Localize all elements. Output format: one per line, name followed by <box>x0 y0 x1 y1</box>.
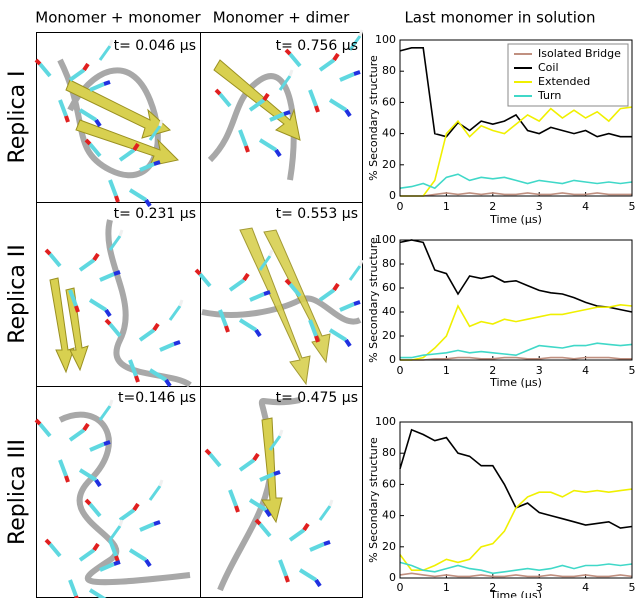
y-tick-label: 60 <box>382 281 396 294</box>
series-line <box>400 356 632 361</box>
series-line <box>400 303 633 361</box>
y-tick-label: 80 <box>382 64 396 77</box>
series-line <box>400 342 633 359</box>
x-tick-label: 3 <box>536 364 543 377</box>
x-tick-label: 0 <box>397 200 404 213</box>
y-tick-label: 40 <box>382 127 396 140</box>
x-tick-label: 1 <box>443 581 450 594</box>
legend-label: Extended <box>538 75 590 88</box>
structure-panels <box>34 28 364 598</box>
time-label: t= 0.756 µs <box>276 38 358 54</box>
y-tick-label: 100 <box>375 415 396 428</box>
y-tick-label: 20 <box>382 158 396 171</box>
y-axis-label: % Secondary structure <box>367 55 380 181</box>
y-tick-label: 40 <box>382 305 396 318</box>
y-tick-label: 40 <box>382 509 396 522</box>
y-tick-label: 80 <box>382 257 396 270</box>
row-label: Replica I <box>5 70 30 163</box>
x-tick-label: 1 <box>443 364 450 377</box>
x-tick-label: 0 <box>397 581 404 594</box>
x-axis-label: Time (µs) <box>489 589 542 598</box>
x-tick-label: 4 <box>582 200 589 213</box>
x-tick-label: 5 <box>629 581 636 594</box>
y-tick-label: 0 <box>389 353 396 366</box>
y-tick-label: 80 <box>382 446 396 459</box>
time-label: t= 0.475 µs <box>276 390 358 406</box>
x-tick-label: 5 <box>629 364 636 377</box>
x-tick-label: 5 <box>629 200 636 213</box>
y-tick-label: 60 <box>382 477 396 490</box>
x-tick-label: 4 <box>582 581 589 594</box>
y-tick-label: 100 <box>375 33 396 46</box>
plot-frame <box>399 39 633 197</box>
row-label: Replica II <box>5 244 30 344</box>
x-tick-label: 1 <box>443 200 450 213</box>
plot-frame <box>399 239 633 361</box>
series-line <box>400 192 632 197</box>
legend-label: Turn <box>537 89 561 102</box>
y-axis-label: % Secondary structure <box>367 437 380 563</box>
series-line <box>399 239 633 313</box>
series-line <box>399 47 632 138</box>
y-tick-label: 100 <box>375 233 396 246</box>
series-line <box>399 561 633 575</box>
legend-label: Coil <box>538 61 559 74</box>
y-tick-label: 60 <box>382 95 396 108</box>
x-tick-label: 0 <box>397 364 404 377</box>
y-tick-label: 20 <box>382 329 396 342</box>
plot-frame <box>399 421 633 579</box>
x-tick-label: 2 <box>489 364 496 377</box>
series-line <box>399 488 633 571</box>
series-line <box>399 572 633 578</box>
x-tick-label: 2 <box>489 200 496 213</box>
time-label: t= 0.553 µs <box>276 206 358 222</box>
y-tick-label: 0 <box>389 189 396 202</box>
time-label: t= 0.231 µs <box>114 206 196 222</box>
column-header: Monomer + dimer <box>213 9 350 27</box>
row-label: Replica III <box>5 439 30 545</box>
x-tick-label: 4 <box>582 364 589 377</box>
column-header: Last monomer in solution <box>404 9 595 27</box>
x-tick-label: 3 <box>536 200 543 213</box>
time-label: t= 0.046 µs <box>114 38 196 54</box>
x-axis-label: Time (µs) <box>489 376 542 389</box>
y-tick-label: 20 <box>382 540 396 553</box>
series-line <box>399 428 633 529</box>
x-tick-label: 3 <box>536 581 543 594</box>
series-line <box>400 106 633 197</box>
x-axis-label: Time (µs) <box>489 213 542 226</box>
series-line <box>399 173 633 190</box>
column-header: Monomer + monomer <box>35 9 201 27</box>
x-tick-label: 2 <box>489 581 496 594</box>
y-tick-label: 0 <box>389 571 396 584</box>
y-axis-label: % Secondary structure <box>367 237 380 363</box>
legend-label: Isolated Bridge <box>538 47 621 60</box>
time-label: t=0.146 µs <box>118 390 196 406</box>
